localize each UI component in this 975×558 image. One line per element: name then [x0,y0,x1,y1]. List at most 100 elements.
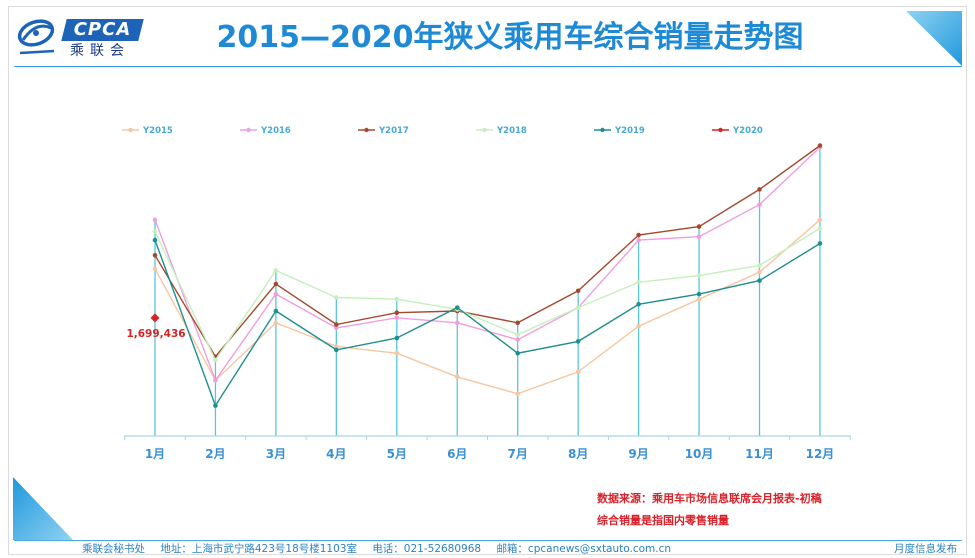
point-y2018-5 [394,296,400,302]
footer-email: 邮箱：cpcanews@sxtauto.com.cn [496,543,672,555]
point-y2016-7 [515,337,520,343]
data-label: 1,699,436 [126,328,185,340]
point-y2015-7 [515,391,520,397]
legend-label: Y2019 [614,126,645,136]
x-tick-label: 10月 [685,447,714,461]
point-y2016-2 [213,377,218,383]
logo-brand-text: CPCA [73,19,132,40]
point-y2017-5 [394,310,400,316]
legend-marker [482,127,487,133]
legend-label: Y2015 [142,126,173,136]
point-y2016-9 [636,237,641,243]
point-y2019-7 [515,350,520,356]
sales-trend-chart: 1月 2月 3月 4月 5月 6月 7月 8月 9月 10月 11月 12月 Y2015 Y2016 Y20… [122,126,851,461]
point-y2019-8 [575,339,581,344]
point-y2016-10 [696,234,702,240]
legend-label: Y2018 [496,126,527,136]
x-tick-label: 8月 [568,447,588,461]
source-notes: 数据来源：乘用车市场信息联席会月报表-初稿 综合销量是指国内零售销量 [597,488,822,532]
x-tick-label: 9月 [628,447,648,461]
point-y2018-4 [334,295,339,300]
logo-emblem-icon [17,19,55,55]
footer-secretariat: 乘联会秘书处 [82,543,145,555]
point-y2016-1 [152,217,158,223]
point-y2015-1 [152,266,158,272]
x-tick-label: 4月 [326,447,346,461]
point-y2017-4 [334,322,339,327]
legend-item-y2019: Y2019 [594,126,645,136]
point-y2017-11 [757,187,762,192]
footer: 乘联会秘书处 地址：上海市武宁路423号18号楼1103室 电话：021-526… [82,542,683,556]
legend-label: Y2017 [378,126,409,136]
point-y2018-11 [757,263,762,268]
point-y2016-5 [394,315,400,321]
page-title: 2015—2020年狭义乘用车综合销量走势图 [216,20,804,55]
footer-divider [14,540,962,541]
point-y2017-3 [273,281,279,287]
point-y2016-6 [454,320,460,326]
point-y2015-4 [334,344,339,349]
x-tick-label: 5月 [387,447,407,461]
footer-address: 地址：上海市武宁路423号18号楼1103室 [160,543,357,555]
point-y2019-10 [696,291,702,297]
legend-marker [718,127,723,133]
series-y2015 [152,217,823,397]
point-y2017-12 [817,143,823,148]
series-line-y2018 [154,227,821,362]
point-y2019-6 [454,305,460,310]
point-y2015-6 [454,374,460,380]
logo-org-name: 乘联会 [70,43,130,59]
legend-item-y2015: Y2015 [122,126,173,136]
slide-frame [8,6,967,555]
footer-release-label: 月度信息发布 [894,543,957,555]
point-y2018-2 [213,357,218,363]
point-y2015-11 [757,269,762,275]
point-y2019-3 [273,308,279,314]
point-y2015-10 [696,296,702,302]
point-y2018-1 [152,229,158,234]
point-y2019-12 [817,241,823,246]
point-y2019-5 [394,335,400,341]
legend-marker [128,127,133,133]
series-line-y2019 [154,239,821,408]
point-y2018-7 [515,332,520,337]
footer-phone: 电话：021-52680968 [372,543,482,555]
legend-item-y2017: Y2017 [358,126,409,136]
point-y2018-8 [575,305,581,310]
legend-marker [600,127,605,133]
point-y2015-8 [575,369,581,375]
header-divider [14,66,962,67]
legend-item-y2020: Y2020 [712,126,763,136]
point-y2016-4 [334,325,339,331]
legend-item-y2018: Y2018 [476,126,527,136]
legend-marker [364,127,369,133]
corner-triangle-top-right [906,11,962,66]
definition-note: 综合销量是指国内零售销量 [597,514,729,527]
x-tick-label: 11月 [745,447,774,461]
x-tick-label: 3月 [266,447,286,461]
x-tick-label: 2月 [205,447,225,461]
point-y2018-3 [273,268,279,273]
point-y2019-1 [152,237,158,243]
point-y2017-7 [515,320,520,326]
x-tick-label: 7月 [508,447,528,461]
point-y2018-12 [817,225,823,231]
point-y2018-10 [696,273,702,278]
point-y2016-3 [273,291,279,297]
point-y2015-3 [273,320,279,326]
legend-marker [246,127,251,133]
point-y2020-1 [150,313,160,323]
x-tick-label: 1月 [145,447,165,461]
series-y2019 [152,237,823,408]
series-y2018 [152,225,823,363]
legend-label: Y2016 [260,126,291,136]
x-tick-label: 12月 [806,447,835,461]
corner-triangle-bottom-left [13,477,73,540]
source-note: 数据来源：乘用车市场信息联席会月报表-初稿 [597,492,822,505]
x-tick-label: 6月 [447,447,467,461]
point-y2019-9 [636,301,641,307]
point-y2019-2 [213,403,218,408]
point-y2015-12 [817,217,823,223]
point-y2017-8 [575,288,581,294]
